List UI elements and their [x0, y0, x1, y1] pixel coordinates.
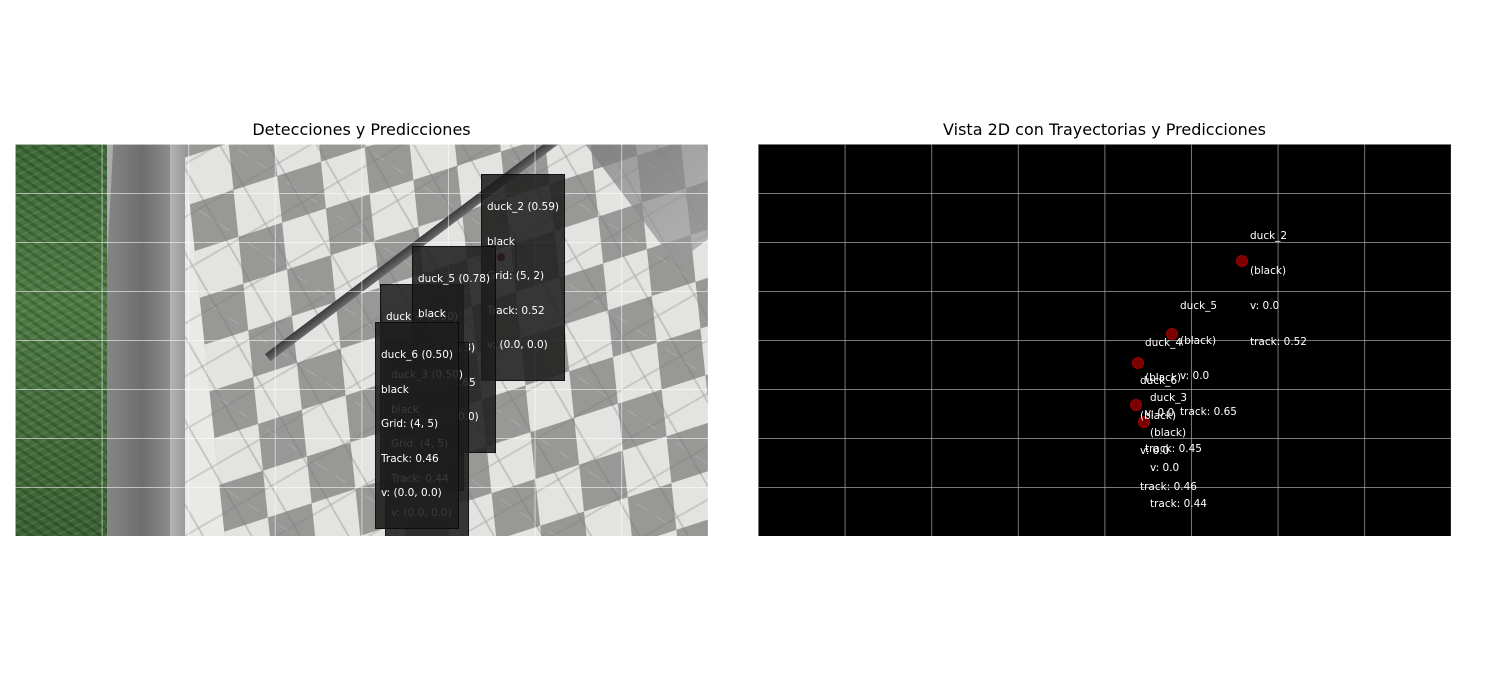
camera-view: + duck_2 (0.59) black Grid: (5, 2) Track… [15, 144, 708, 536]
track-line: (black) [1250, 264, 1287, 277]
label-line: black [381, 383, 409, 396]
label-line: Track: 0.46 [381, 452, 439, 465]
camera-grid [15, 144, 708, 536]
track-line: v: 0.0 [1140, 445, 1170, 458]
label-line: v: (0.0, 0.0) [381, 487, 442, 499]
track-line: duck_6 [1140, 374, 1178, 387]
label-line: duck_5 (0.78) [418, 273, 491, 285]
track-label-duck-3: duck_3 (black) v: 0.0 track: 0.44 [1150, 369, 1207, 534]
track-line: duck_3 [1150, 391, 1188, 404]
track-line: track: 0.52 [1250, 335, 1307, 348]
track-line: duck_5 [1180, 299, 1218, 312]
track-line: duck_4 [1145, 336, 1183, 349]
track-line: v: 0.0 [1250, 300, 1280, 313]
map-grid [758, 144, 1451, 536]
label-line: duck_6 (0.50) [381, 349, 454, 361]
track-line: track: 0.65 [1180, 405, 1237, 418]
label-line: Track: 0.52 [487, 304, 545, 317]
track-line: v: 0.0 [1180, 370, 1210, 383]
track-line: duck_2 [1250, 229, 1288, 242]
track-point-duck-2[interactable] [1236, 255, 1248, 267]
label-line: black [487, 235, 515, 248]
track-point-duck-6[interactable] [1130, 399, 1142, 411]
track-line: track: 0.45 [1145, 442, 1202, 455]
track-line: (black) [1140, 409, 1177, 422]
track-line: track: 0.46 [1140, 480, 1197, 493]
label-line: duck_2 (0.59) [487, 201, 560, 213]
track-label-duck-5: duck_5 (black) v: 0.0 track: 0.65 [1180, 277, 1237, 442]
track-point-duck-4[interactable] [1132, 357, 1144, 369]
track-label-duck-4: duck_4 (black) v: 0.0 track: 0.45 [1145, 314, 1202, 479]
track-label-duck-6: duck_6 (black) v: 0.0 track: 0.46 [1140, 352, 1197, 517]
label-line: black [418, 307, 446, 320]
camera-panel-title: Detecciones y Predicciones [252, 120, 471, 139]
label-line: Grid: (5, 2) [487, 270, 545, 282]
track-point-duck-3[interactable] [1138, 416, 1150, 428]
track-line: (black) [1180, 334, 1217, 347]
track-line: (black) [1145, 371, 1182, 384]
track-line: v: 0.0 [1150, 462, 1180, 475]
track-line: track: 0.44 [1150, 497, 1207, 510]
track-point-duck-5[interactable] [1166, 328, 1178, 340]
track-label-duck-2: duck_2 (black) v: 0.0 track: 0.52 [1250, 207, 1307, 372]
map-view: duck_2 (black) v: 0.0 track: 0.52 duck_5… [758, 144, 1451, 536]
label-line: Grid: (4, 5) [381, 418, 439, 430]
label-line: v: (0.0, 0.0) [487, 339, 548, 351]
track-line: (black) [1150, 426, 1187, 439]
track-line: v: 0.0 [1145, 407, 1175, 420]
detection-label-duck-6: duck_6 (0.50) black Grid: (4, 5) Track: … [375, 322, 460, 529]
map-panel-title: Vista 2D con Trayectorias y Predicciones [943, 120, 1266, 139]
